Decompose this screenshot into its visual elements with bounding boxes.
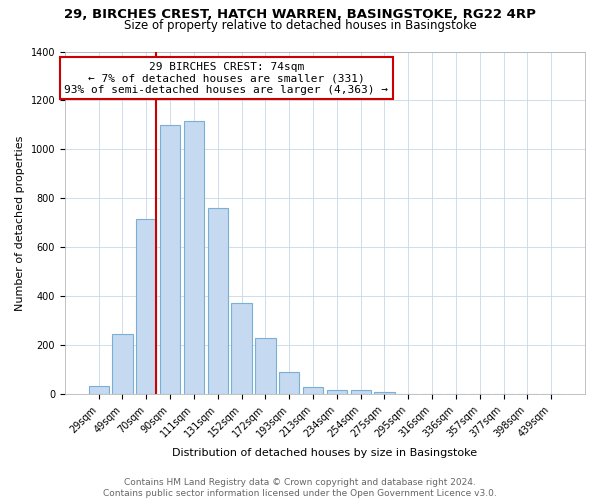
Text: 29, BIRCHES CREST, HATCH WARREN, BASINGSTOKE, RG22 4RP: 29, BIRCHES CREST, HATCH WARREN, BASINGS…	[64, 8, 536, 20]
Bar	[232, 302, 252, 394]
Text: 29 BIRCHES CREST: 74sqm
← 7% of detached houses are smaller (331)
93% of semi-de: 29 BIRCHES CREST: 74sqm ← 7% of detached…	[64, 62, 388, 95]
Bar	[208, 208, 228, 394]
Bar	[303, 387, 323, 394]
Bar	[136, 220, 157, 394]
Bar	[255, 338, 275, 394]
Bar	[160, 125, 180, 394]
Y-axis label: Number of detached properties: Number of detached properties	[15, 136, 25, 310]
Bar	[279, 372, 299, 394]
Text: Size of property relative to detached houses in Basingstoke: Size of property relative to detached ho…	[124, 18, 476, 32]
Bar	[374, 392, 395, 394]
Bar	[112, 334, 133, 394]
Bar	[350, 390, 371, 394]
Bar	[184, 122, 204, 394]
Text: Contains HM Land Registry data © Crown copyright and database right 2024.
Contai: Contains HM Land Registry data © Crown c…	[103, 478, 497, 498]
X-axis label: Distribution of detached houses by size in Basingstoke: Distribution of detached houses by size …	[172, 448, 478, 458]
Bar	[327, 390, 347, 394]
Bar	[89, 386, 109, 394]
